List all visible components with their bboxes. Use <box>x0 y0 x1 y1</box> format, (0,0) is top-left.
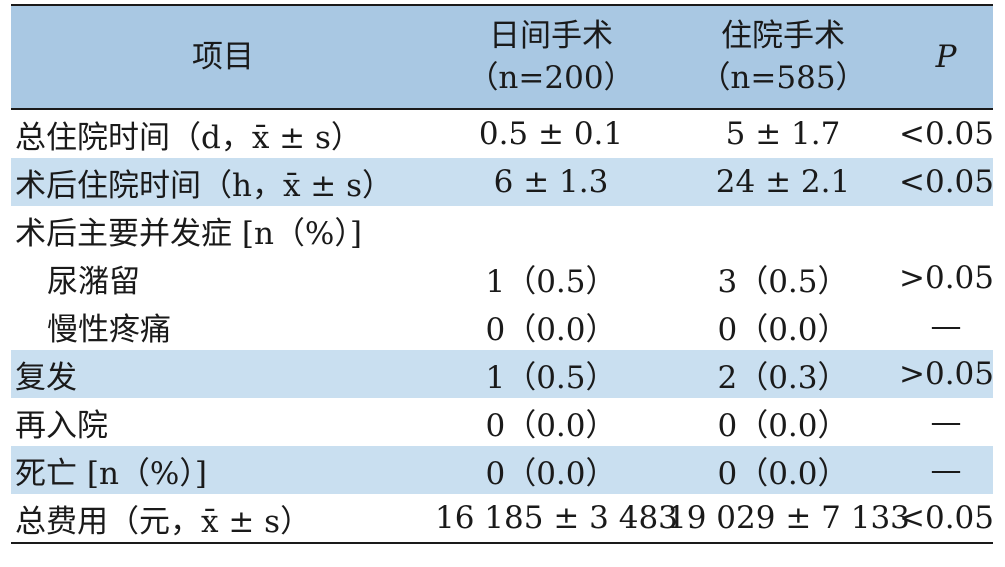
comparison-table: 项目 日间手术 （n=200） 住院手术 （n=585） P 总住院时间（d，x… <box>11 4 994 544</box>
table-row: 再入院 0（0.0） 0（0.0） — <box>11 398 993 446</box>
header-day-surgery: 日间手术 （n=200） <box>435 4 667 110</box>
row-label: 总费用（元，x̄ ± s） <box>11 494 435 544</box>
header-day-surgery-n: （n=200） <box>467 60 635 96</box>
header-p-value: P <box>899 4 993 110</box>
cell-day: 0（0.0） <box>485 407 617 444</box>
cell-day: 16 185 ± 3 483 <box>435 494 678 544</box>
row-label: 再入院 <box>15 407 108 444</box>
cell-p: <0.05 <box>899 494 994 544</box>
cell-day: 0（0.0） <box>485 311 617 348</box>
cell-p: >0.05 <box>899 260 994 296</box>
cell-day: 1（0.5） <box>485 359 617 396</box>
table-body: 总住院时间（d，x̄ ± s） 0.5 ± 0.1 5 ± 1.7 <0.05 … <box>11 109 994 544</box>
row-label: 尿潴留 <box>47 263 140 300</box>
table-row: 慢性疼痛 0（0.0） 0（0.0） — <box>11 302 993 350</box>
table-row: 术后主要并发症 [n（%）] <box>11 206 993 254</box>
cell-p: — <box>930 452 962 488</box>
header-row: 项目 日间手术 （n=200） 住院手术 （n=585） P <box>11 4 993 110</box>
cell-inpatient: 3（0.5） <box>717 263 849 300</box>
row-label: 术后主要并发症 [n（%）] <box>15 215 362 252</box>
cell-inpatient: 0（0.0） <box>717 455 849 492</box>
cell-inpatient: 19 029 ± 7 133 <box>667 494 910 544</box>
cell-inpatient: 5 ± 1.7 <box>725 116 841 152</box>
header-inpatient-surgery-n: （n=585） <box>699 60 867 96</box>
cell-day: 1（0.5） <box>485 263 617 300</box>
cell-inpatient: 2（0.3） <box>717 359 849 396</box>
table-row: 死亡 [n（%）] 0（0.0） 0（0.0） — <box>11 446 993 494</box>
row-label: 慢性疼痛 <box>47 311 171 348</box>
row-label: 死亡 [n（%）] <box>15 455 207 492</box>
row-label: 术后住院时间（h，x̄ ± s） <box>15 167 394 204</box>
row-label: 总住院时间（d，x̄ ± s） <box>15 119 362 156</box>
table-row: 术后住院时间（h，x̄ ± s） 6 ± 1.3 24 ± 2.1 <0.05 <box>11 158 994 206</box>
cell-inpatient: 0（0.0） <box>717 407 849 444</box>
cell-day: 0.5 ± 0.1 <box>478 116 624 152</box>
header-item: 项目 <box>11 4 435 110</box>
table-header: 项目 日间手术 （n=200） 住院手术 （n=585） P <box>11 4 993 110</box>
cell-inpatient <box>667 206 899 254</box>
cell-p <box>899 206 993 254</box>
cell-inpatient: 0（0.0） <box>717 311 849 348</box>
row-label: 复发 <box>15 359 77 396</box>
cell-day <box>435 206 667 254</box>
cell-p: >0.05 <box>899 356 994 392</box>
header-day-surgery-title: 日间手术 <box>489 18 613 54</box>
cell-day: 6 ± 1.3 <box>493 164 609 200</box>
cell-p: — <box>930 308 962 344</box>
cell-day: 0（0.0） <box>485 455 617 492</box>
table-row: 总费用（元，x̄ ± s） 16 185 ± 3 483 19 029 ± 7 … <box>11 494 994 544</box>
cell-p: <0.05 <box>899 164 994 200</box>
cell-p: <0.05 <box>899 116 994 152</box>
header-inpatient-surgery-title: 住院手术 <box>721 18 845 54</box>
header-p-label: P <box>935 39 957 75</box>
table-row: 总住院时间（d，x̄ ± s） 0.5 ± 0.1 5 ± 1.7 <0.05 <box>11 109 994 158</box>
cell-p: — <box>930 404 962 440</box>
table-row: 复发 1（0.5） 2（0.3） >0.05 <box>11 350 994 398</box>
cell-inpatient: 24 ± 2.1 <box>715 164 851 200</box>
table-row: 尿潴留 1（0.5） 3（0.5） >0.05 <box>11 254 994 302</box>
header-inpatient-surgery: 住院手术 （n=585） <box>667 4 899 110</box>
